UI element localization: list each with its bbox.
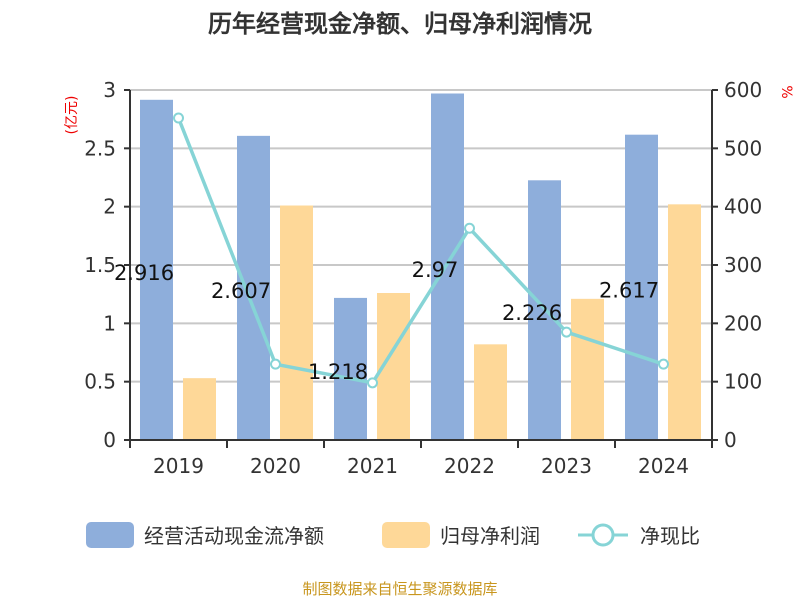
line-point: [561, 326, 572, 338]
data-label: 1.218: [308, 360, 368, 384]
legend-swatch-profit: [382, 522, 430, 548]
legend-swatch-cashflow: [86, 522, 134, 548]
legend-label-profit: 归母净利润: [440, 524, 540, 548]
data-label: 2.97: [412, 258, 459, 282]
y2-axis-label: %: [778, 85, 794, 98]
bar-cashflow: [237, 135, 270, 440]
source-note: 制图数据来自恒生聚源数据库: [302, 580, 497, 598]
y2-tick-label: 300: [724, 253, 762, 277]
y-tick-label: 3: [103, 78, 116, 102]
x-tick-label: 2022: [444, 454, 495, 478]
legend-swatch-ratio-marker: [591, 523, 615, 547]
data-label: 2.916: [114, 261, 174, 285]
line-point: [270, 358, 281, 370]
y2-tick-label: 400: [724, 195, 762, 219]
bar-cashflow: [431, 93, 464, 440]
line-point: [367, 377, 378, 389]
y-axis-label: (亿元): [64, 96, 80, 135]
data-label: 2.226: [502, 301, 562, 325]
x-tick-label: 2019: [153, 454, 204, 478]
y2-tick-label: 200: [724, 311, 762, 335]
y-tick-label: 0: [103, 428, 116, 452]
bar-cashflow: [334, 297, 367, 440]
y-tick-label: 1: [103, 311, 116, 335]
bar-profit: [280, 205, 313, 440]
line-point: [173, 112, 184, 124]
legend: 经营活动现金流净额 归母净利润 净现比: [86, 522, 700, 548]
x-tick-label: 2024: [638, 454, 689, 478]
bar-profit: [183, 378, 216, 440]
legend-label-cashflow: 经营活动现金流净额: [144, 524, 324, 548]
y-tick-label: 2: [103, 195, 116, 219]
y-tick-label: 0.5: [84, 370, 116, 394]
y-tick-label: 1.5: [84, 253, 116, 277]
y2-tick-label: 500: [724, 136, 762, 160]
bar-cashflow: [625, 134, 658, 440]
data-label: 2.607: [211, 279, 271, 303]
y2-tick-label: 100: [724, 370, 762, 394]
data-label: 2.617: [599, 278, 659, 302]
legend-label-ratio: 净现比: [640, 524, 700, 548]
line-point: [658, 358, 669, 370]
x-tick-label: 2023: [541, 454, 592, 478]
chart-title: 历年经营现金净额、归母净利润情况: [208, 10, 592, 38]
bar-profit: [474, 344, 507, 440]
line-point: [464, 222, 475, 234]
bar-profit: [668, 204, 701, 440]
bar-profit: [571, 298, 604, 440]
x-tick-label: 2020: [250, 454, 301, 478]
bar-cashflow: [140, 99, 173, 441]
y-tick-label: 2.5: [84, 136, 116, 160]
line-ratio: [176, 117, 665, 385]
y2-tick-label: 600: [724, 78, 762, 102]
y2-tick-label: 0: [724, 428, 737, 452]
x-tick-label: 2021: [347, 454, 398, 478]
